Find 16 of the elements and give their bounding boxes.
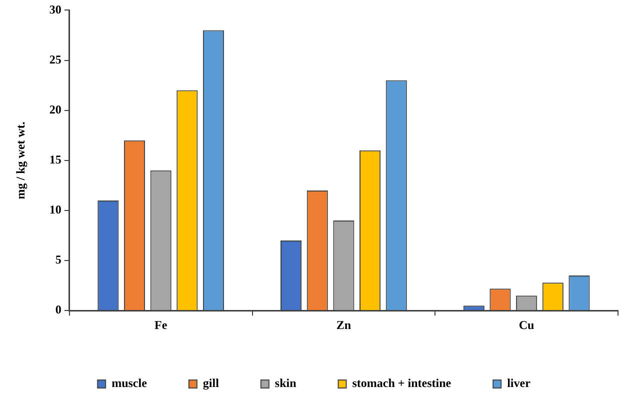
legend-label: liver [507, 376, 532, 390]
y-tick-label: 10 [49, 202, 62, 217]
y-axis-title: mg / kg wet wt. [13, 122, 28, 200]
x-tick-label: Fe [154, 318, 168, 332]
legend-label: muscle [112, 376, 148, 390]
y-tick-label: 5 [55, 252, 62, 267]
y-tick-label: 25 [49, 52, 62, 66]
legend-label: stomach + intestine [352, 376, 452, 390]
x-tick-label: Zn [336, 318, 352, 332]
y-tick-label: 0 [55, 302, 62, 317]
y-tick-label: 20 [49, 102, 62, 116]
legend-label: skin [274, 376, 297, 390]
y-tick-label: 15 [49, 152, 62, 166]
x-tick-label: Cu [518, 318, 535, 332]
legend-label: gill [202, 376, 220, 390]
y-tick-label: 30 [49, 2, 62, 16]
